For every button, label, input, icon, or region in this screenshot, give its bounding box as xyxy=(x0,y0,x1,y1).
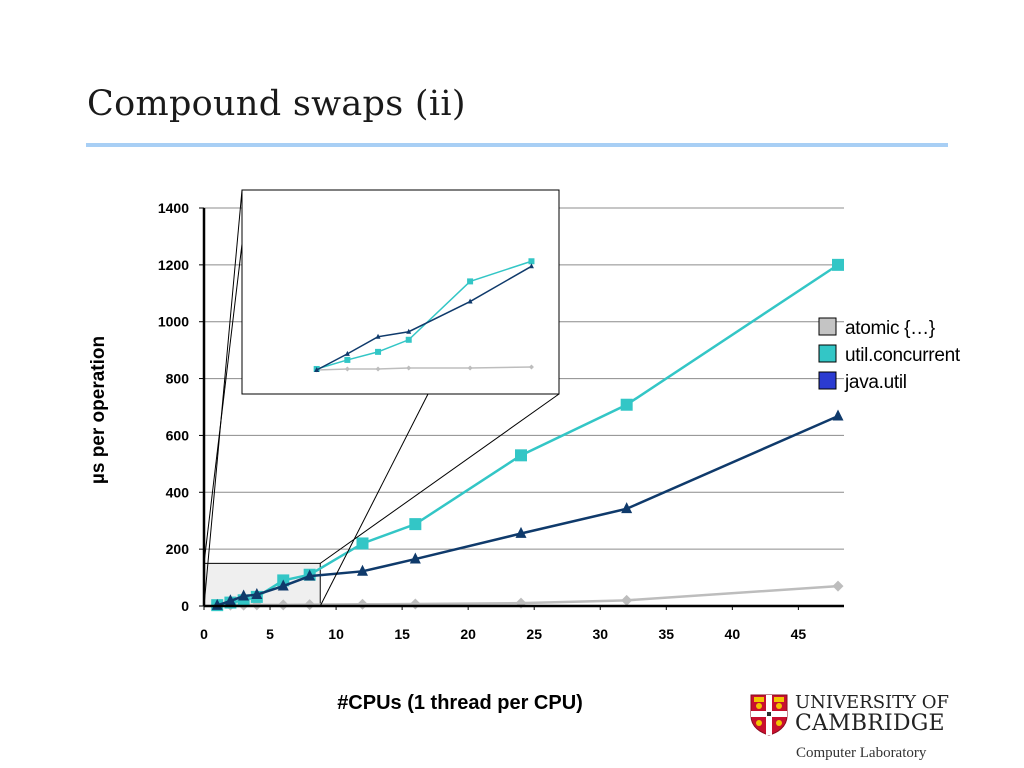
data-point xyxy=(251,588,263,600)
inset-data-point xyxy=(375,348,382,355)
data-point xyxy=(621,502,633,514)
x-axis-label: #CPUs (1 thread per CPU) xyxy=(337,692,583,714)
zoom-connector xyxy=(319,393,429,607)
tick-labels: 0 200 400 600 800 1000 1200 1400 0 5 10 15 20 25 30 35 4… xyxy=(158,200,807,642)
legend-swatch xyxy=(818,371,837,390)
inset-frame xyxy=(241,189,560,395)
inset-data-point xyxy=(528,263,534,269)
data-point xyxy=(832,409,844,421)
legend-swatch xyxy=(818,317,837,336)
inset-data-point xyxy=(467,365,473,371)
data-point xyxy=(304,569,316,581)
x-tick-label: 40 xyxy=(725,626,741,642)
inset-data-point xyxy=(314,366,320,372)
data-point xyxy=(238,589,250,601)
x-tick-label: 10 xyxy=(328,626,344,642)
data-point xyxy=(832,580,844,592)
data-point xyxy=(620,398,633,411)
y-axis-label: µs per operation xyxy=(88,336,109,484)
inset-data-point xyxy=(344,356,351,363)
y-tick-label: 1000 xyxy=(158,314,189,330)
data-point xyxy=(357,598,368,610)
inset-data-point xyxy=(406,328,412,334)
data-point xyxy=(409,518,422,531)
x-tick-label: 25 xyxy=(526,626,542,642)
inset-chart xyxy=(203,189,560,607)
legend-swatch xyxy=(818,344,837,363)
inset-series-line xyxy=(316,265,532,371)
inset-series-line xyxy=(316,366,532,371)
slide-title: Compound swaps (ii) xyxy=(87,84,466,124)
zoom-connector xyxy=(203,189,243,607)
legend-label: util.concurrent xyxy=(845,345,961,366)
zoom-connector xyxy=(319,393,560,564)
logo-university-of: UNIVERSITY OF xyxy=(795,692,950,713)
inset-data-point xyxy=(344,366,350,372)
x-tick-label: 5 xyxy=(266,626,274,642)
data-point xyxy=(515,526,527,538)
legend-item: atomic {…} xyxy=(818,317,935,339)
data-point xyxy=(409,552,421,564)
cambridge-shield-icon xyxy=(750,694,788,736)
y-tick-label: 400 xyxy=(166,484,190,500)
inset-data-point xyxy=(375,333,381,339)
axes xyxy=(199,207,844,610)
y-tick-label: 0 xyxy=(181,598,189,614)
inset-series-2 xyxy=(314,263,534,372)
y-tick-label: 1400 xyxy=(158,200,189,216)
data-point xyxy=(277,579,289,591)
logo-computer-laboratory: Computer Laboratory xyxy=(796,745,927,761)
data-point xyxy=(356,537,369,550)
data-point xyxy=(409,598,421,610)
data-point xyxy=(832,258,844,271)
x-tick-label: 15 xyxy=(394,626,410,642)
x-tick-label: 45 xyxy=(791,626,807,642)
x-tick-label: 0 xyxy=(200,626,208,642)
series-2 xyxy=(211,409,844,610)
data-point xyxy=(304,599,316,611)
zoom-connector xyxy=(203,243,243,564)
legend-item: java.util xyxy=(818,371,907,393)
inset-series-line xyxy=(316,260,532,370)
title-underline xyxy=(86,143,948,147)
data-point xyxy=(357,564,368,576)
y-tick-label: 1200 xyxy=(158,257,189,273)
x-tick-label: 30 xyxy=(592,626,608,642)
inset-data-point xyxy=(528,258,535,265)
inset-data-point xyxy=(406,365,412,371)
y-tick-label: 600 xyxy=(166,427,190,443)
legend-label: java.util xyxy=(844,372,907,393)
inset-data-point xyxy=(405,336,412,343)
data-point xyxy=(224,594,236,606)
legend-label: atomic {…} xyxy=(845,318,935,339)
inset-data-point xyxy=(375,366,381,372)
inset-data-point xyxy=(467,298,473,304)
inset-data-point xyxy=(344,350,350,356)
x-tick-label: 20 xyxy=(460,626,476,642)
inset-data-point xyxy=(467,278,474,285)
data-point xyxy=(515,449,527,462)
legend: atomic {…} util.concurrent java.util xyxy=(818,317,961,393)
y-tick-label: 200 xyxy=(166,541,190,557)
data-point xyxy=(621,594,633,606)
legend-item: util.concurrent xyxy=(818,344,961,366)
y-tick-label: 800 xyxy=(166,371,190,387)
logo-cambridge: CAMBRIDGE xyxy=(795,711,945,736)
inset-data-point xyxy=(528,364,534,370)
x-tick-label: 35 xyxy=(659,626,675,642)
